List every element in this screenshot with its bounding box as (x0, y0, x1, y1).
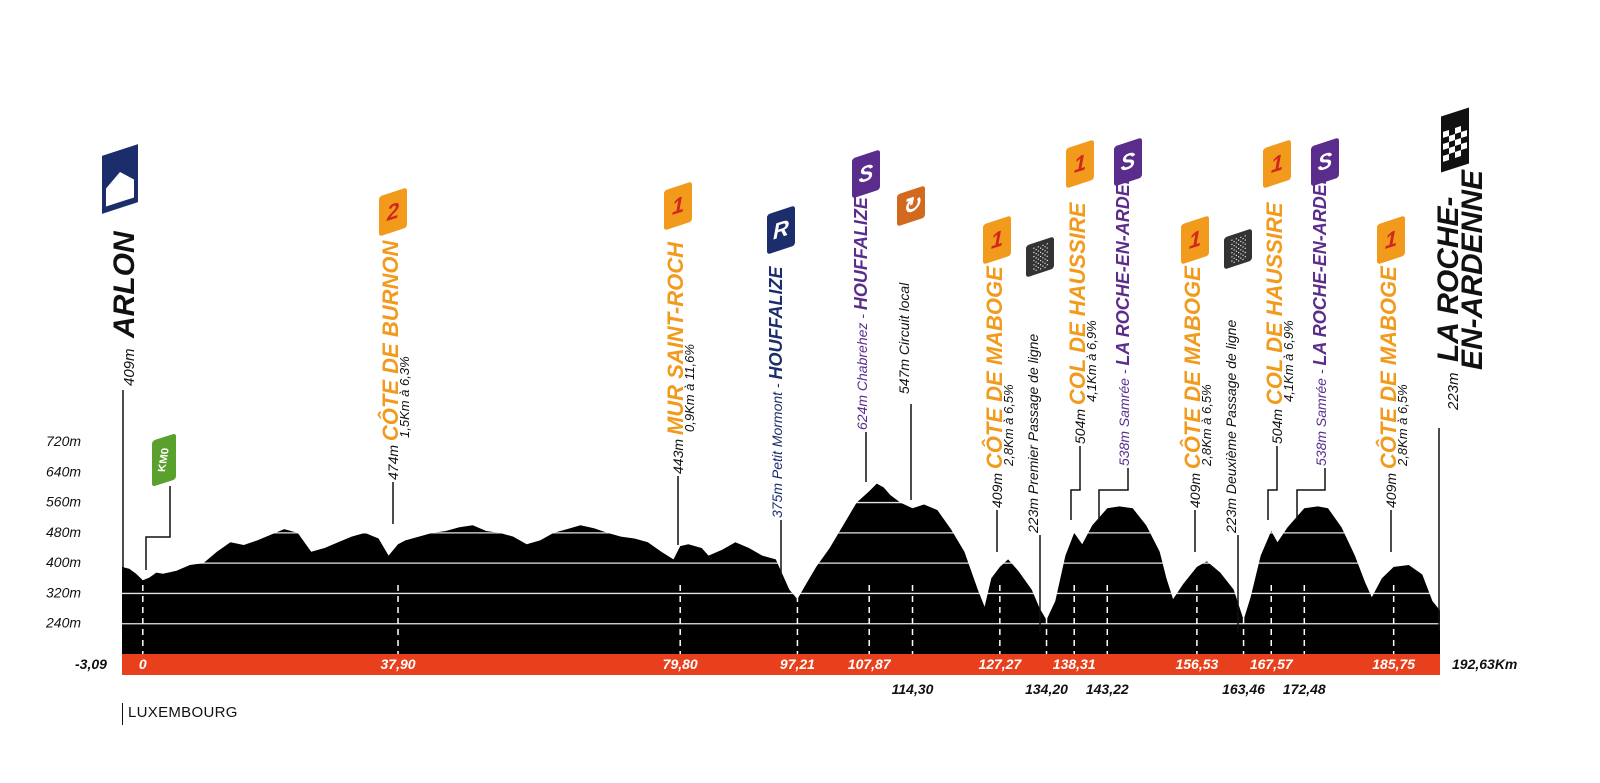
x-label-km: 97,21 (780, 656, 815, 672)
x-start-label: -3,09 (75, 656, 107, 672)
x-label-km: 79,80 (663, 656, 698, 672)
country-divider (122, 703, 123, 725)
checkered-flag-icon (1443, 126, 1467, 162)
x-label-km: 156,53 (1175, 656, 1218, 672)
y-tick-label: 640m (46, 463, 81, 479)
x-label-km: 0 (139, 656, 147, 672)
point-prefix: 223m Deuxième Passage de ligne (1223, 319, 1239, 533)
start-label: 409m ARLON (108, 231, 142, 386)
point-altitude: 504m (1072, 405, 1088, 444)
house-icon (106, 172, 134, 207)
route-point-label: 538m Samrée - LA ROCHE-EN-ARDENNE (1113, 146, 1134, 466)
point-altitude: 409m (989, 469, 1005, 508)
point-name: CÔTE DE MABOGE (982, 266, 1007, 470)
start-badge (102, 144, 138, 214)
x-axis-labels: -3,09 192,63Km 0 37,90 79,80 97,21 107,87 127,2… (75, 656, 1517, 697)
point-prefix: 624m Chabrehez - (854, 310, 870, 430)
route-point-label: 547m Circuit local (896, 283, 914, 394)
x-label-km-secondary: 163,46 (1222, 681, 1265, 697)
point-altitude: 504m (1269, 405, 1285, 444)
route-point-label: 409m CÔTE DE MABOGE (1180, 266, 1206, 508)
x-label-km-secondary: 134,20 (1025, 681, 1068, 697)
x-label-km: 107,87 (848, 656, 892, 672)
point-name: COL DE HAUSSIRE (1065, 202, 1090, 406)
point-markers (122, 390, 1440, 654)
x-label-km: 185,75 (1372, 656, 1415, 672)
y-tick-label: 720m (46, 433, 81, 449)
route-point-label: 504m COL DE HAUSSIRE (1262, 203, 1288, 444)
point-name: CÔTE DE MABOGE (1180, 266, 1205, 470)
route-point-label: 443m MUR SAINT-ROCH (663, 242, 689, 474)
x-label-km: 127,27 (978, 656, 1022, 672)
point-name: HOUFFALIZE (851, 197, 871, 311)
point-altitude: 474m (385, 441, 401, 480)
finish-city-line2: EN-ARDENNE (1456, 169, 1489, 370)
y-tick-label: 240m (45, 615, 81, 631)
route-point-label: 409m CÔTE DE MABOGE (982, 266, 1008, 508)
route-point-label: 624m Chabrehez - HOUFFALIZE (851, 197, 872, 430)
route-point-label: 538m Samrée - LA ROCHE-EN-ARDENNE (1310, 146, 1331, 466)
point-leader-line (1296, 468, 1326, 520)
point-name: MUR SAINT-ROCH (663, 241, 688, 436)
point-name: CÔTE DE BURNON (378, 240, 403, 442)
point-name: HOUFFALIZE (766, 266, 786, 380)
point-altitude: 409m (1383, 469, 1399, 508)
point-prefix: 547m Circuit local (896, 282, 912, 394)
point-leader-line (1267, 446, 1278, 520)
finish-altitude: 223m (1445, 372, 1462, 410)
x-label-km: 138,31 (1053, 656, 1096, 672)
x-label-km-secondary: 143,22 (1086, 681, 1129, 697)
y-tick-label: 560m (46, 494, 81, 510)
point-prefix: 223m Premier Passage de ligne (1025, 333, 1041, 533)
finish-badge (1441, 107, 1469, 173)
point-leader-line (1070, 446, 1081, 520)
route-point-label: 223m Premier Passage de ligne (1025, 334, 1043, 533)
finish-label-line2: EN-ARDENNE (1456, 170, 1490, 370)
y-axis-ticks: 720m 640m 560m 480m 400m 320m 240m (45, 433, 81, 631)
x-label-km-secondary: 172,48 (1283, 681, 1326, 697)
route-point-label: 504m COL DE HAUSSIRE (1065, 203, 1091, 444)
elevation-profile-area (122, 483, 1440, 654)
route-point-label: 409m CÔTE DE MABOGE (1376, 266, 1402, 508)
route-point-label: 474m CÔTE DE BURNON (378, 241, 404, 480)
x-label-km-secondary: 114,30 (892, 681, 934, 697)
point-prefix: 375m Petit Mormont - (769, 379, 785, 518)
route-point-label: 223m Deuxième Passage de ligne (1223, 320, 1241, 533)
km0-leader-line (145, 486, 171, 570)
x-label-km: 37,90 (381, 656, 416, 672)
point-prefix: 538m Samrée - (1116, 365, 1132, 466)
x-end-label: 192,63Km (1452, 656, 1517, 672)
start-altitude: 409m (121, 348, 138, 386)
country-label: LUXEMBOURG (128, 704, 238, 721)
y-tick-label: 320m (46, 584, 81, 600)
point-altitude: 409m (1187, 469, 1203, 508)
y-tick-label: 400m (46, 554, 81, 570)
point-leader-line (1098, 468, 1129, 520)
point-name: COL DE HAUSSIRE (1262, 202, 1287, 406)
start-city: ARLON (108, 231, 141, 339)
point-prefix: 538m Samrée - (1313, 365, 1329, 466)
y-tick-label: 480m (46, 524, 81, 540)
point-altitude: 443m (670, 435, 686, 474)
km0-flag: KM0 (152, 433, 176, 487)
point-name: CÔTE DE MABOGE (1376, 266, 1401, 470)
route-point-label: 375m Petit Mormont - HOUFFALIZE (766, 267, 787, 519)
x-label-km: 167,57 (1250, 656, 1294, 672)
distance-baseline-bar (122, 654, 1440, 675)
